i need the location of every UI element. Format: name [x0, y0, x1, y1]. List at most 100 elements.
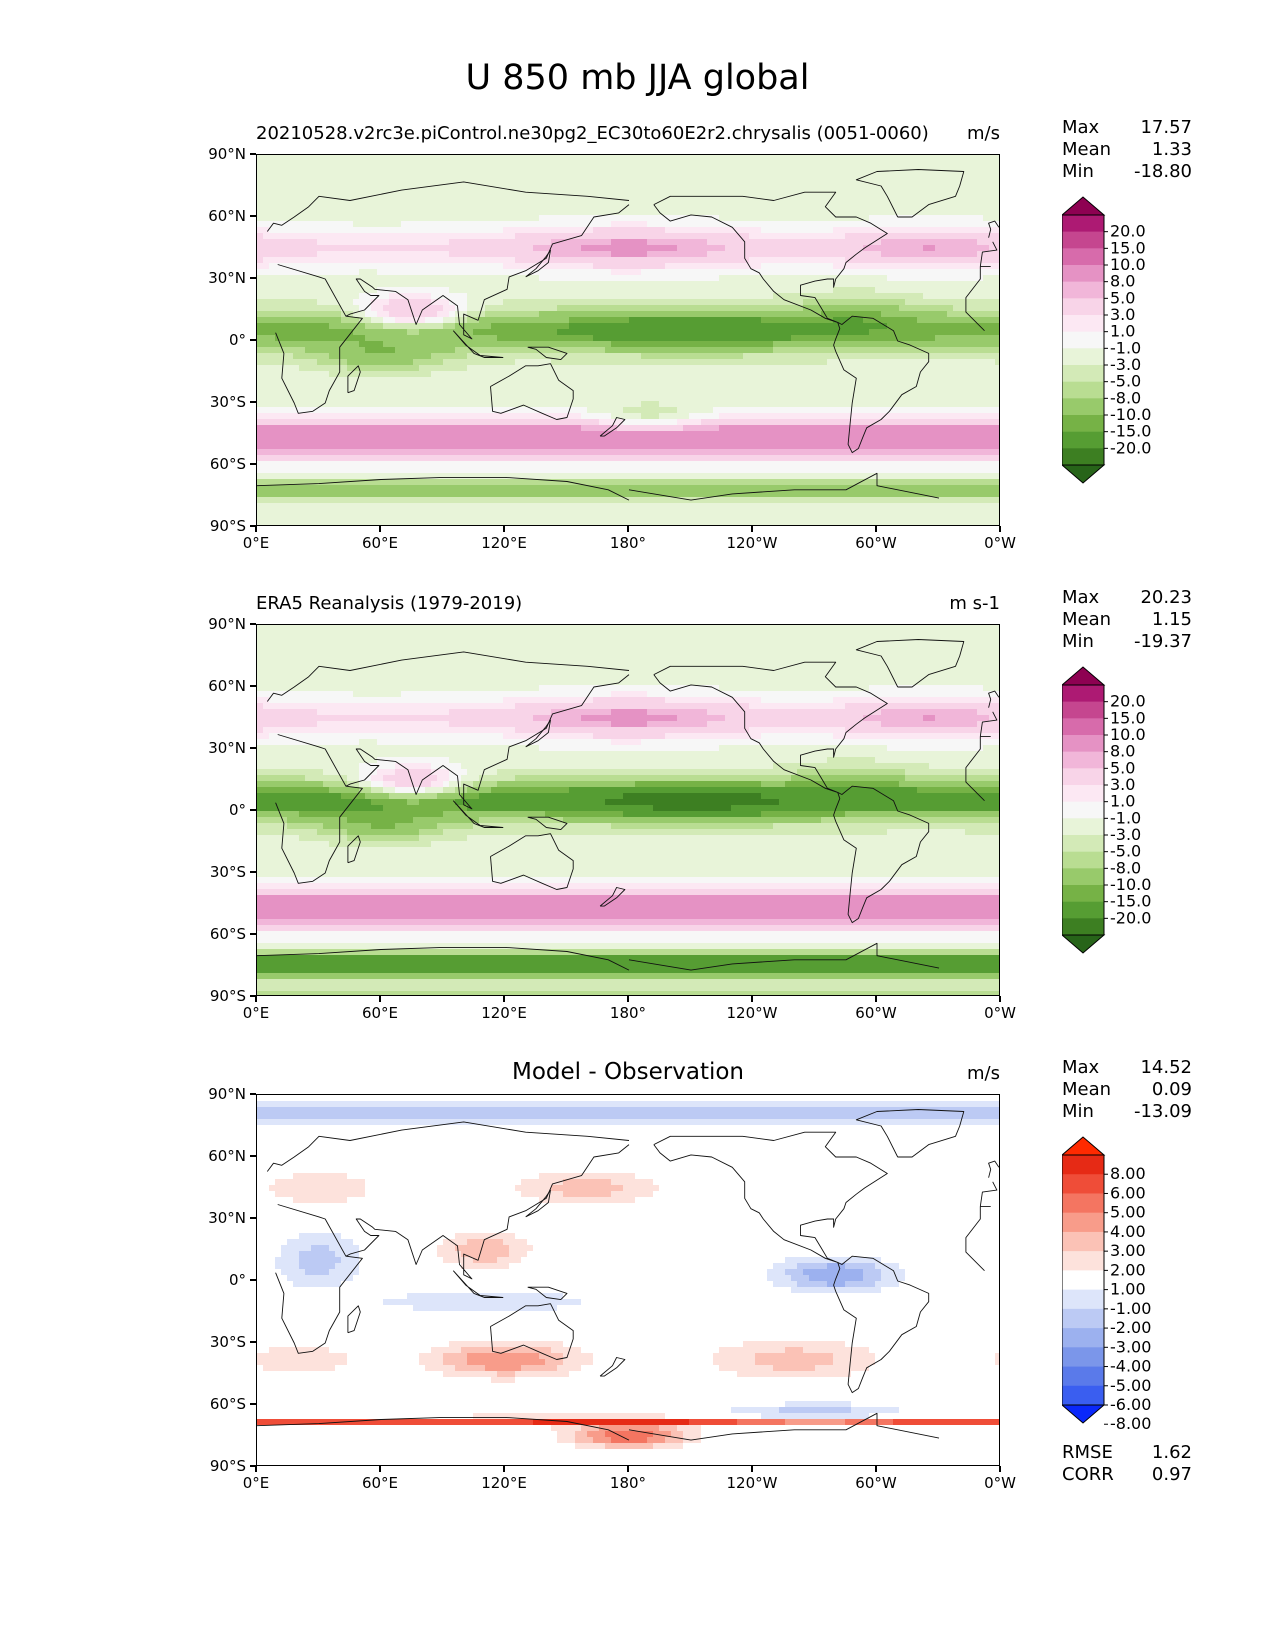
- figure-title: U 850 mb JJA global: [0, 58, 1275, 98]
- colorbar-label: 4.00: [1110, 1222, 1146, 1241]
- ytick-mark: [250, 623, 256, 625]
- ytick-label: 90°N: [186, 615, 246, 633]
- xtick-label: 0°W: [960, 534, 1040, 552]
- field-cells: [257, 155, 999, 525]
- colorbar-segment: [1062, 1251, 1104, 1271]
- colorbar-segment: [1062, 735, 1104, 752]
- stat-row: Max 20.23: [1062, 587, 1192, 609]
- model-field-plot: [257, 155, 999, 525]
- xtick-mark: [999, 526, 1001, 532]
- panel-diff-units: m/s: [900, 1063, 1000, 1085]
- colorbar-label: -6.00: [1110, 1395, 1151, 1414]
- xtick-mark: [751, 1466, 753, 1472]
- ytick-label: 60°S: [186, 1395, 246, 1413]
- panel-model-map: [256, 154, 1000, 526]
- ytick-mark: [250, 1155, 256, 1157]
- stat-value: 14.52: [1140, 1057, 1192, 1079]
- ytick-label: 30°S: [186, 393, 246, 411]
- colorbar-label: -1.00: [1110, 1299, 1151, 1318]
- colorbar-label: 3.0: [1110, 775, 1135, 794]
- colorbar-segment: [1062, 851, 1104, 869]
- obs-field-plot: [257, 625, 999, 995]
- colorbar-extend-max: [1060, 666, 1106, 686]
- ytick-label: 30°N: [186, 1209, 246, 1227]
- ytick-mark: [250, 525, 256, 527]
- xtick-label: 60°E: [340, 534, 420, 552]
- colorbar-segment: [1062, 281, 1104, 299]
- colorbar-segment: [1062, 785, 1104, 802]
- stat-value: -18.80: [1134, 161, 1192, 183]
- ytick-label: 0°: [186, 801, 246, 819]
- colorbar-segment: [1062, 448, 1104, 466]
- colorbar-label: -8.0: [1110, 388, 1141, 407]
- stat-label: Max: [1062, 587, 1099, 609]
- colorbar-segment: [1062, 1193, 1104, 1213]
- xtick-label: 60°E: [340, 1474, 420, 1492]
- ytick-mark: [250, 685, 256, 687]
- xtick-mark: [875, 526, 877, 532]
- colorbar-label: 5.0: [1110, 758, 1135, 777]
- xtick-label: 120°W: [712, 1474, 792, 1492]
- colorbar-segment: [1062, 718, 1104, 736]
- xtick-mark: [255, 996, 257, 1002]
- ytick-mark: [250, 747, 256, 749]
- xtick-mark: [875, 996, 877, 1002]
- stat-label: Mean: [1062, 609, 1111, 631]
- stat-label: Mean: [1062, 1079, 1111, 1101]
- colorbar-segment: [1062, 331, 1104, 349]
- coastlines: [257, 1109, 999, 1441]
- xtick-mark: [255, 526, 257, 532]
- ytick-label: 60°N: [186, 207, 246, 225]
- coastlines: [257, 639, 999, 971]
- stat-value: 0.97: [1152, 1464, 1192, 1486]
- colorbar-outline: [1061, 214, 1105, 466]
- ytick-label: 60°S: [186, 925, 246, 943]
- colorbar-segment: [1062, 248, 1104, 266]
- ytick-mark: [250, 809, 256, 811]
- stat-value: 1.62: [1152, 1442, 1192, 1464]
- colorbar-segment: [1062, 1174, 1104, 1194]
- xtick-mark: [627, 996, 629, 1002]
- xtick-mark: [751, 526, 753, 532]
- colorbar-label: -2.00: [1110, 1318, 1151, 1337]
- colorbar-label: 1.00: [1110, 1280, 1146, 1299]
- stat-row: Min -19.37: [1062, 631, 1192, 653]
- stat-row: Max 17.57: [1062, 117, 1192, 139]
- colorbar-segment: [1062, 215, 1104, 232]
- colorbar-label: -3.0: [1110, 825, 1141, 844]
- colorbar-label: 15.0: [1110, 238, 1146, 257]
- xtick-label: 0°E: [216, 534, 296, 552]
- xtick-mark: [875, 1466, 877, 1472]
- ytick-label: 90°S: [186, 1457, 246, 1475]
- colorbar-label: 5.0: [1110, 288, 1135, 307]
- xtick-mark: [627, 526, 629, 532]
- coastlines: [257, 169, 999, 501]
- stat-label: RMSE: [1062, 1442, 1113, 1464]
- panel-diff-map: [256, 1094, 1000, 1466]
- ytick-mark: [250, 153, 256, 155]
- colorbar-segment: [1062, 365, 1104, 382]
- xtick-label: 120°W: [712, 1004, 792, 1022]
- colorbar-label: 20.0: [1110, 692, 1146, 711]
- colorbar-extend-max: [1060, 196, 1106, 216]
- colorbar-segment: [1062, 701, 1104, 719]
- xtick-mark: [503, 996, 505, 1002]
- xtick-label: 120°E: [464, 534, 544, 552]
- colorbar-label: 8.0: [1110, 272, 1135, 291]
- ytick-label: 90°S: [186, 987, 246, 1005]
- colorbar-label: -8.0: [1110, 858, 1141, 877]
- colorbar-segment: [1062, 231, 1104, 249]
- stat-row: Min -18.80: [1062, 161, 1192, 183]
- ytick-mark: [250, 339, 256, 341]
- colorbar-segment: [1062, 801, 1104, 819]
- xtick-label: 120°E: [464, 1474, 544, 1492]
- colorbar-label: -20.0: [1110, 908, 1151, 927]
- ytick-mark: [250, 933, 256, 935]
- colorbar-segment: [1062, 1155, 1104, 1175]
- xtick-label: 0°W: [960, 1004, 1040, 1022]
- ytick-label: 30°S: [186, 863, 246, 881]
- ytick-label: 0°: [186, 331, 246, 349]
- colorbar-segment: [1062, 298, 1104, 316]
- xtick-label: 0°E: [216, 1004, 296, 1022]
- ytick-mark: [250, 1403, 256, 1405]
